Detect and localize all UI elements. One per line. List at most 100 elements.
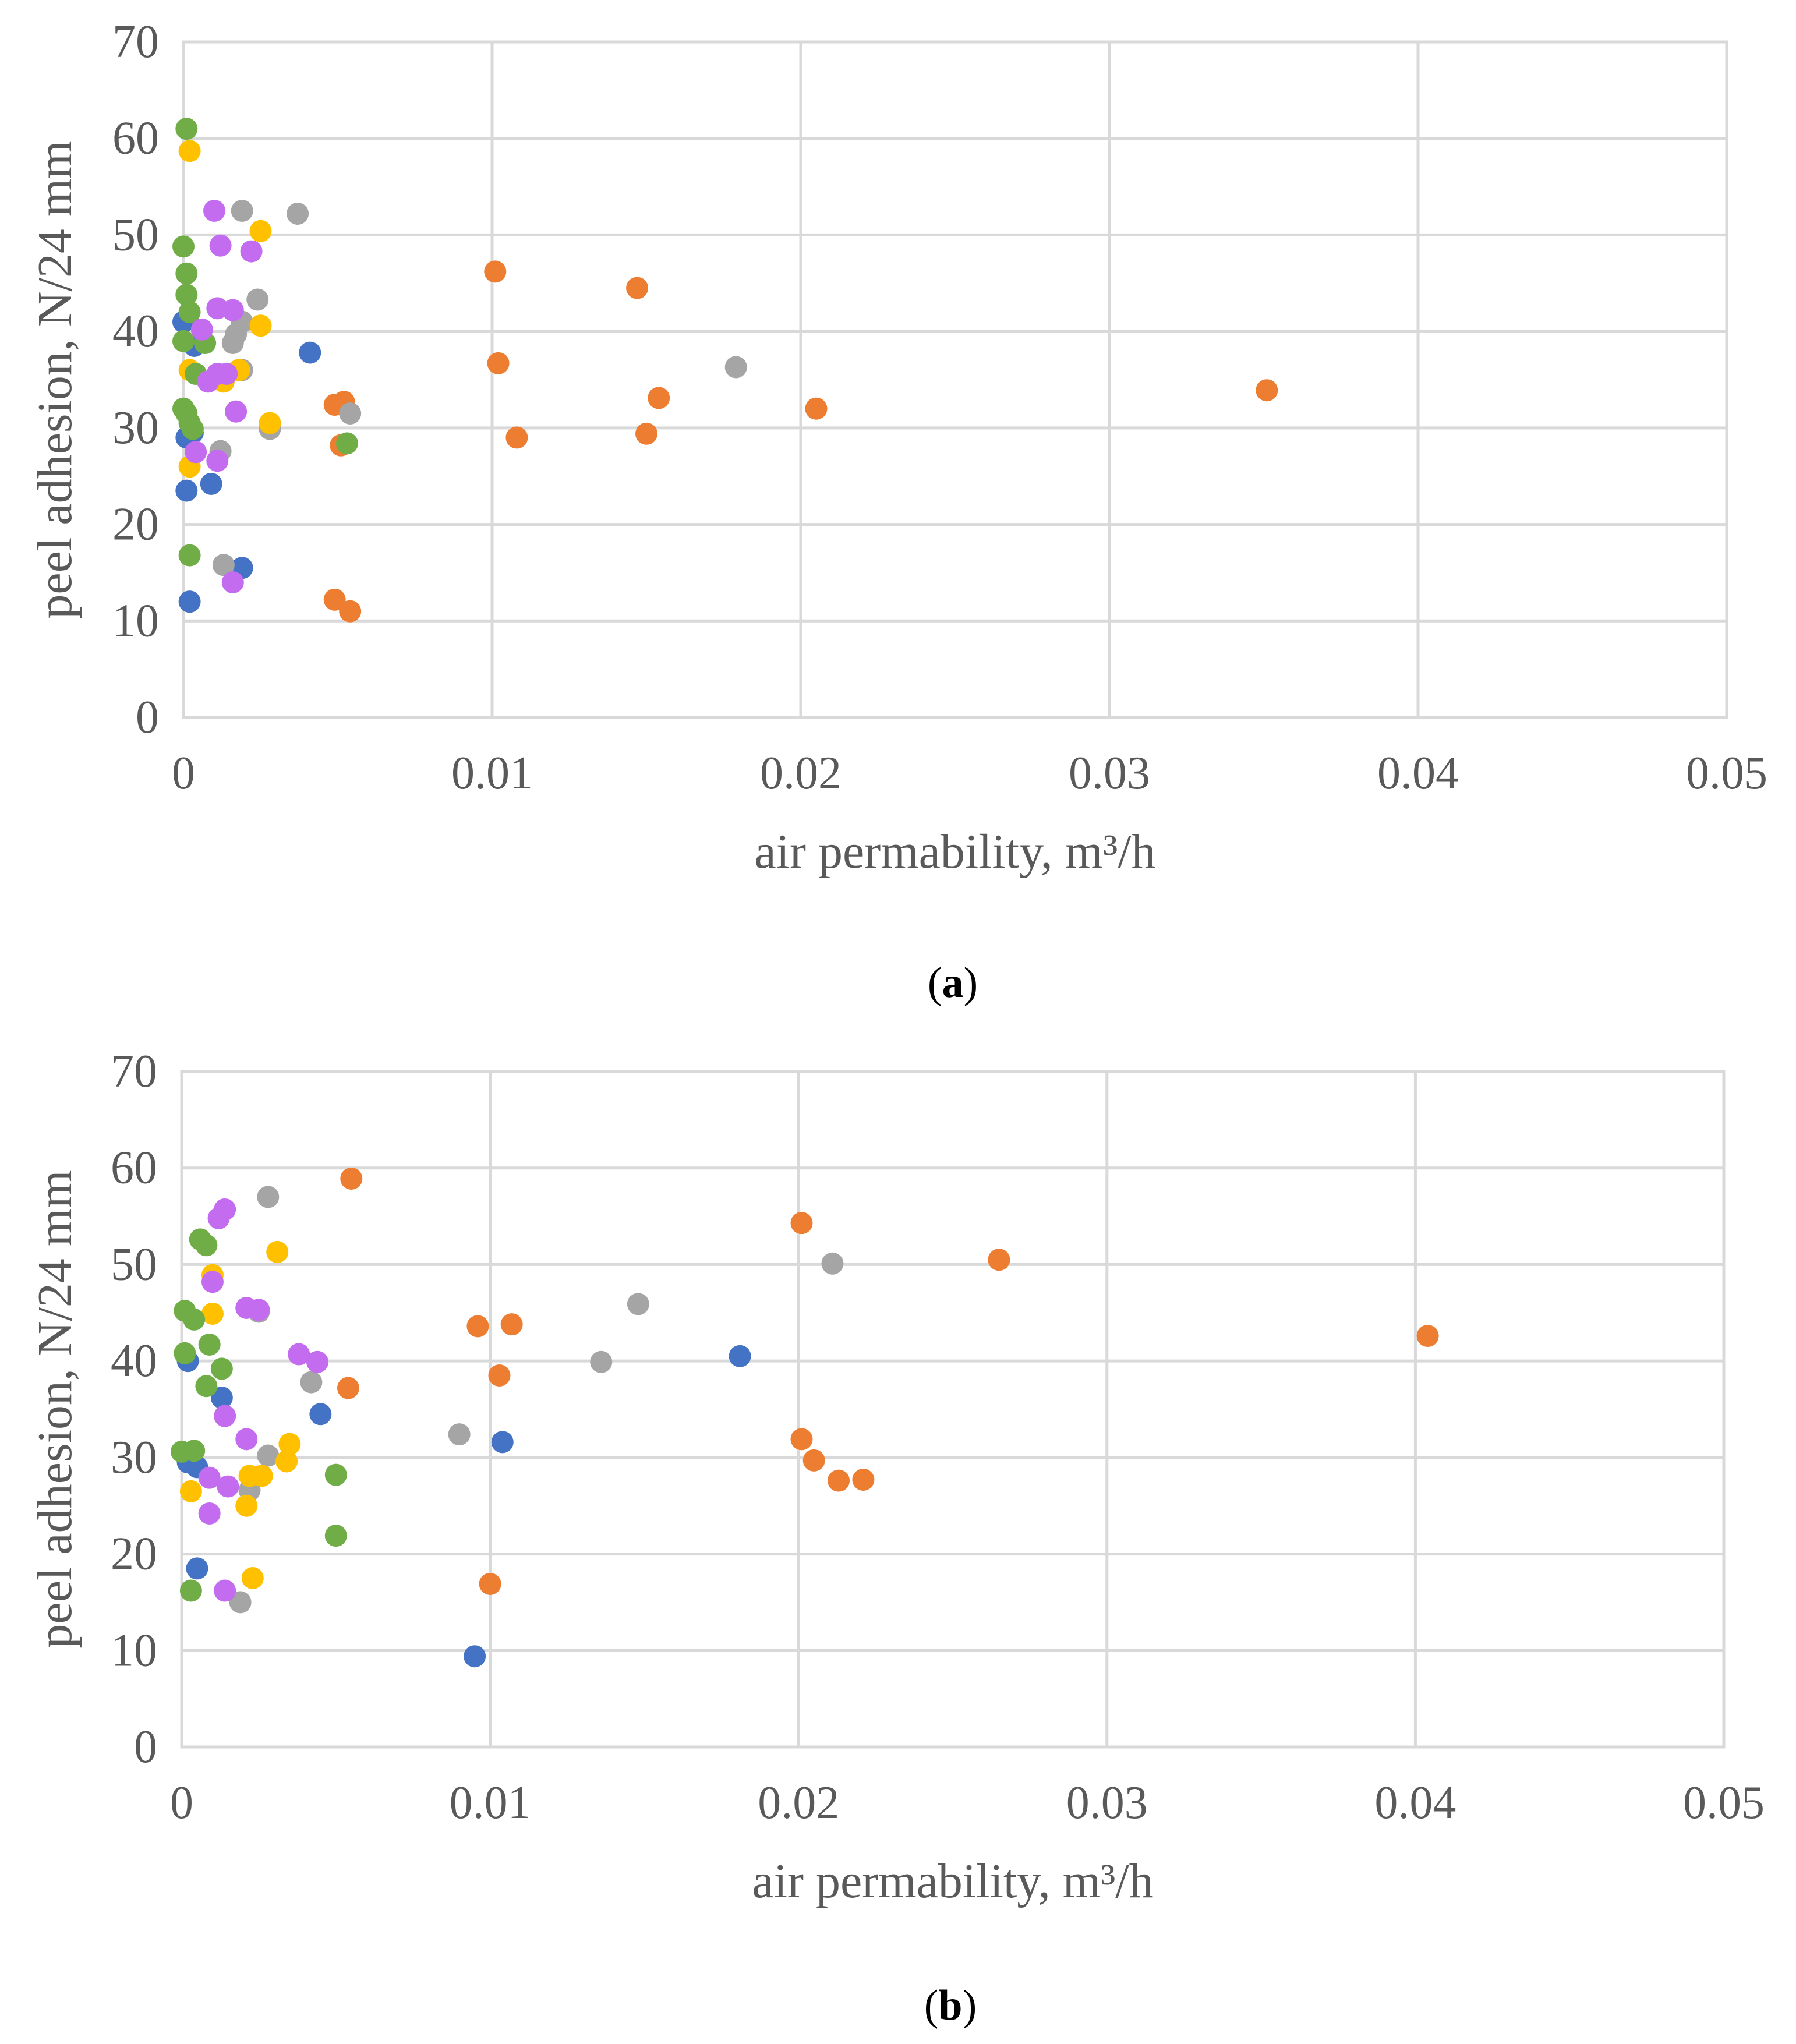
- data-point-purple: [206, 450, 229, 472]
- data-point-orange: [500, 1313, 523, 1336]
- data-point-gray: [212, 554, 235, 577]
- data-point-orange: [466, 1315, 489, 1338]
- data-point-gray: [627, 1293, 649, 1315]
- series-4-a: [178, 140, 281, 478]
- data-point-green: [172, 235, 195, 258]
- data-point-orange: [635, 422, 657, 445]
- data-point-yellow: [266, 1240, 289, 1263]
- y-tick-label-a: 70: [112, 16, 159, 68]
- data-point-yellow: [235, 1494, 258, 1517]
- y-tick-label-b: 20: [111, 1529, 157, 1580]
- data-point-orange: [852, 1468, 875, 1491]
- y-tick-label-b: 10: [111, 1625, 157, 1676]
- series-3-b: [229, 1186, 844, 1614]
- data-point-gray: [229, 1591, 252, 1614]
- y-tick-label-a: 20: [112, 499, 159, 550]
- data-point-green: [335, 432, 358, 455]
- y-tick-label-a: 40: [112, 306, 159, 357]
- x-tick-label-b: 0.02: [758, 1777, 839, 1829]
- y-tick-label-a: 50: [112, 209, 159, 260]
- data-point-purple: [214, 1405, 236, 1427]
- y-tick-label-b: 30: [111, 1432, 157, 1483]
- data-point-blue: [729, 1345, 751, 1367]
- y-tick-label-a: 10: [112, 595, 159, 646]
- data-point-green: [324, 1525, 347, 1547]
- data-point-yellow: [250, 1465, 273, 1487]
- data-point-blue: [309, 1403, 332, 1426]
- series-5-b: [171, 1228, 347, 1602]
- data-point-orange: [1416, 1325, 1439, 1348]
- x-tick-label-b: 0.03: [1066, 1777, 1148, 1829]
- data-point-green: [195, 1375, 218, 1398]
- x-tick-label-b: 0: [170, 1777, 193, 1829]
- data-point-gray: [590, 1350, 613, 1373]
- data-point-orange: [626, 277, 649, 299]
- x-axis-label-b: air permability, m³/h: [752, 1854, 1153, 1908]
- data-point-green: [195, 1234, 218, 1257]
- data-point-yellow: [259, 412, 281, 434]
- data-point-purple: [248, 1299, 270, 1321]
- plot-area-a: [182, 40, 1728, 719]
- data-point-gray: [257, 1444, 280, 1467]
- y-axis-label-b: peel adhesion, N/24 mm: [28, 1170, 82, 1648]
- data-point-orange: [484, 260, 507, 283]
- data-point-orange: [337, 1377, 359, 1399]
- data-point-yellow: [241, 1567, 264, 1589]
- data-point-green: [198, 1333, 221, 1356]
- x-tick-label-a: 0: [172, 748, 195, 799]
- data-point-green: [175, 118, 198, 140]
- data-point-purple: [306, 1350, 329, 1373]
- y-tick-label-b: 40: [111, 1335, 157, 1387]
- data-point-green: [183, 1440, 206, 1462]
- x-tick-label-a: 0.01: [451, 748, 533, 799]
- x-tick-label-a: 0.03: [1069, 748, 1150, 799]
- x-tick-label-b: 0.04: [1374, 1777, 1456, 1829]
- data-point-purple: [190, 318, 213, 341]
- y-tick-label-a: 60: [112, 113, 159, 164]
- data-point-purple: [288, 1343, 310, 1366]
- data-point-purple: [201, 1271, 224, 1293]
- data-point-green: [178, 301, 201, 323]
- chart-panel-a: 0 10 20 30 40 50 60 70 0 0.01 0.02 0.03 0.04 0.05 air …: [28, 16, 1767, 1007]
- data-point-green: [210, 1357, 233, 1380]
- data-point-green: [179, 1579, 202, 1602]
- series-1-b: [176, 1345, 751, 1668]
- data-point-yellow: [179, 1480, 202, 1502]
- data-point-orange: [488, 1364, 511, 1387]
- data-point-blue: [464, 1645, 486, 1668]
- data-point-orange: [323, 588, 346, 611]
- y-tick-label-b: 0: [134, 1721, 157, 1773]
- x-tick-label-a: 0.05: [1686, 748, 1767, 799]
- data-point-purple: [217, 1475, 239, 1498]
- data-point-gray: [300, 1371, 323, 1394]
- y-tick-label-b: 60: [111, 1143, 157, 1194]
- series-6-a: [185, 200, 263, 593]
- data-point-purple: [215, 363, 238, 386]
- data-point-blue: [491, 1431, 514, 1454]
- x-tick-label-b: 0.01: [450, 1777, 531, 1829]
- y-axis-label-a: peel adhesion, N/24 mm: [28, 140, 82, 618]
- series-3-a: [209, 200, 747, 577]
- y-tick-label-b: 50: [111, 1239, 157, 1290]
- data-point-green: [183, 1308, 206, 1331]
- data-point-purple: [221, 299, 244, 321]
- data-point-orange: [505, 426, 528, 449]
- series-4-b: [179, 1240, 301, 1589]
- y-tick-label-a: 0: [136, 692, 159, 743]
- caption-b: (b): [924, 1982, 977, 2029]
- data-point-gray: [257, 1186, 280, 1208]
- data-point-gray: [246, 288, 269, 311]
- data-point-green: [181, 418, 204, 440]
- data-point-orange: [340, 1167, 363, 1190]
- data-point-orange: [828, 1469, 850, 1492]
- series-5-a: [172, 118, 358, 567]
- data-point-orange: [988, 1249, 1010, 1271]
- data-point-purple: [198, 1502, 221, 1525]
- data-point-gray: [724, 356, 747, 379]
- data-point-gray: [287, 202, 309, 225]
- caption-letter: b: [938, 1982, 962, 2029]
- data-point-orange: [648, 387, 670, 409]
- data-point-purple: [207, 1207, 230, 1229]
- plot-area-b: [180, 1070, 1726, 1749]
